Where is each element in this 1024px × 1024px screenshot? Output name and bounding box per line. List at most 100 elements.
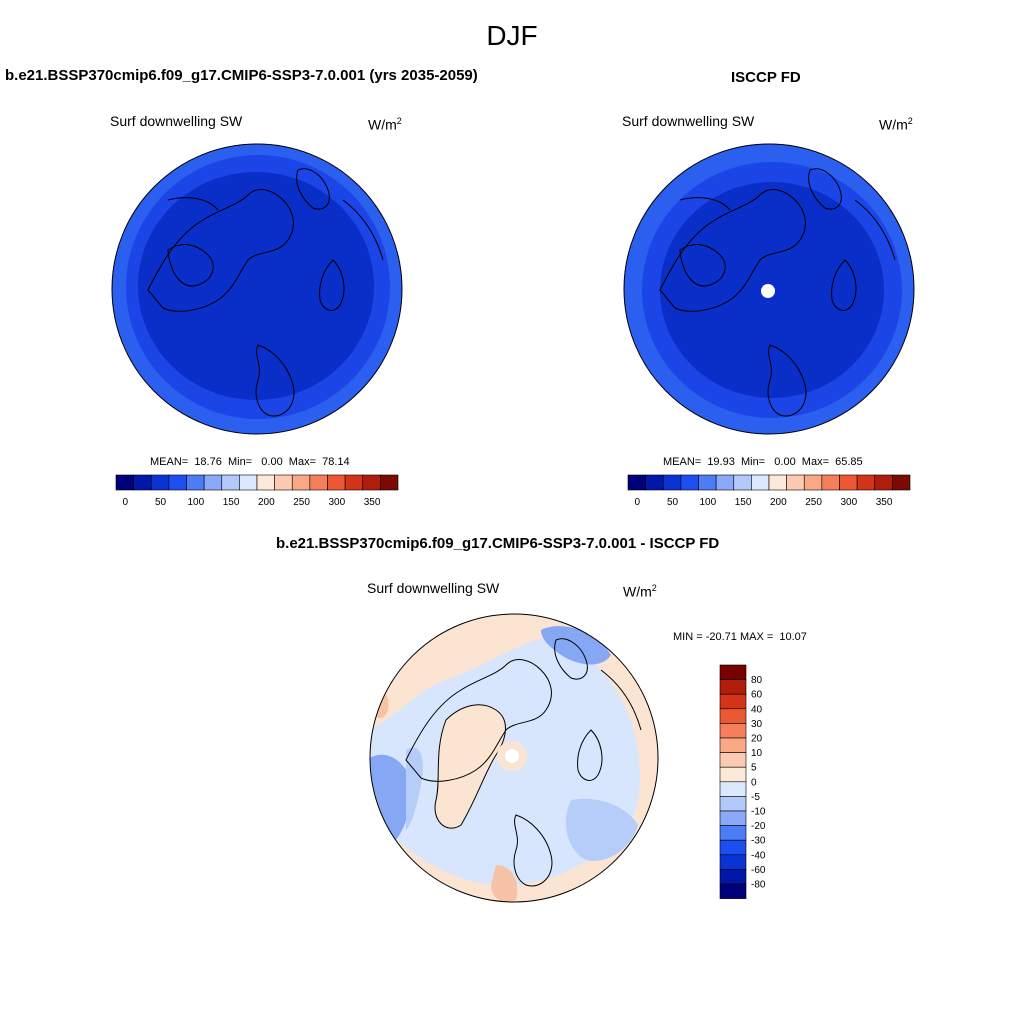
diff-colorbar-label: -40	[751, 850, 766, 861]
model-map-border	[111, 143, 403, 435]
diff-stats: MIN = -20.71 MAX = 10.07	[673, 631, 807, 643]
diff-mid-negative-east	[566, 798, 638, 861]
diff-colorbar-label: -10	[751, 807, 766, 818]
model-colorbar-label: 100	[187, 497, 204, 508]
diff-colorbar-swatch	[719, 825, 747, 841]
obs-colorbar-swatch	[698, 474, 717, 491]
obs-colorbar-label: 100	[699, 497, 716, 508]
model-colorbar-swatch	[380, 474, 399, 491]
model-polar-map	[111, 143, 403, 435]
obs-colorbar-swatch	[662, 474, 682, 491]
obs-variable-label: Surf downwelling SW	[622, 113, 755, 129]
obs-colorbar-swatch	[856, 474, 876, 491]
diff-colorbar-label: -60	[751, 865, 766, 876]
obs-colorbar-swatch	[892, 474, 911, 491]
obs-colorbar-label: 0	[635, 497, 641, 508]
diff-positive-region-greenland	[435, 704, 506, 829]
obs-map-border	[623, 143, 915, 435]
diff-colorbar-swatch	[719, 810, 747, 826]
diff-colorbar-label: 20	[751, 734, 763, 745]
model-colorbar-swatch	[239, 474, 258, 491]
model-colorbar-swatch	[221, 474, 240, 491]
obs-stats: MEAN= 19.93 Min= 0.00 Max= 65.85	[663, 456, 863, 468]
obs-colorbar-swatch	[803, 474, 823, 491]
figure-title: DJF	[486, 20, 538, 51]
model-colorbar-swatch	[274, 474, 293, 491]
obs-colorbar-swatch	[839, 474, 858, 491]
diff-colorbar-label: 0	[751, 777, 757, 788]
obs-colorbar-label: 200	[770, 497, 787, 508]
obs-colorbar-swatch	[751, 474, 770, 491]
model-colorbar-swatch	[344, 474, 364, 491]
diff-colorbar-swatch	[719, 883, 747, 899]
diff-variable-label: Surf downwelling SW	[367, 580, 500, 596]
diff-colorbar-swatch	[719, 854, 747, 870]
diff-colorbar-label: -5	[751, 792, 760, 803]
model-colorbar-swatch	[168, 474, 187, 491]
obs-colorbar-swatch	[627, 474, 646, 491]
diff-units-label: W/m2	[623, 583, 657, 600]
obs-colorbar-swatch	[733, 474, 752, 491]
diff-colorbar: 80 60 40 30 20 10 5 0 -5 -10 -20 -30 -40 -60 -80	[719, 664, 766, 899]
diff-colorbar-label: -80	[751, 880, 766, 891]
model-colorbar-swatch	[291, 474, 311, 491]
model-coastlines	[147, 168, 384, 417]
diff-colorbar-label: 30	[751, 719, 763, 730]
model-colorbar-swatch	[309, 474, 328, 491]
diff-colorbar-swatch	[719, 752, 747, 768]
obs-colorbar-swatch	[715, 474, 735, 491]
obs-coastlines	[659, 168, 896, 417]
obs-colorbar-swatch	[821, 474, 840, 491]
diff-mid-negative-west	[406, 747, 423, 830]
diff-colorbar-label: 10	[751, 748, 763, 759]
model-colorbar-swatch	[133, 474, 152, 491]
diff-colorbar-swatch	[719, 737, 747, 753]
obs-panel-title: ISCCP FD	[731, 69, 801, 86]
obs-colorbar-swatch	[768, 474, 787, 491]
model-colorbar-label: 150	[223, 497, 240, 508]
obs-colorbar-label: 300	[840, 497, 857, 508]
model-colorbar-label: 0	[123, 497, 129, 508]
model-colorbar-swatch	[186, 474, 205, 491]
diff-colorbar-swatch	[719, 839, 747, 856]
model-stats: MEAN= 18.76 Min= 0.00 Max= 78.14	[150, 456, 350, 468]
model-colorbar-swatch	[150, 474, 170, 491]
diff-colorbar-label: 5	[751, 763, 757, 774]
diff-coastlines	[405, 638, 642, 887]
model-colorbar-label: 300	[328, 497, 345, 508]
model-colorbar-label: 50	[155, 497, 167, 508]
obs-colorbar-label: 50	[667, 497, 679, 508]
diff-colorbar-label: 40	[751, 704, 763, 715]
model-colorbar-swatch	[362, 474, 381, 491]
model-inner-band	[138, 172, 374, 400]
model-colorbar-swatch	[327, 474, 346, 491]
obs-colorbar-swatch	[874, 474, 893, 491]
model-colorbar-label: 350	[364, 497, 381, 508]
model-units-label: W/m2	[368, 116, 402, 133]
model-panel-title: b.e21.BSSP370cmip6.f09_g17.CMIP6-SSP3-7.…	[5, 67, 478, 84]
model-colorbar: 0 50 100 150 200 250 300 350	[115, 474, 399, 508]
diff-colorbar-label: 80	[751, 675, 763, 686]
diff-colorbar-label: 60	[751, 690, 763, 701]
model-variable-label: Surf downwelling SW	[110, 113, 243, 129]
diff-positive-patch-south	[491, 865, 518, 902]
obs-colorbar-swatch	[645, 474, 664, 491]
diff-colorbar-swatch	[719, 869, 747, 885]
diff-missing-pole	[505, 749, 519, 763]
diff-colorbar-swatch	[719, 781, 747, 797]
obs-units-label: W/m2	[879, 116, 913, 133]
model-colorbar-label: 250	[293, 497, 310, 508]
diff-colorbar-swatch	[719, 723, 747, 739]
model-colorbar-swatch	[256, 474, 275, 491]
obs-colorbar-label: 150	[735, 497, 752, 508]
diff-colorbar-swatch	[719, 679, 747, 695]
diff-map-border	[369, 613, 659, 903]
model-colorbar-swatch	[203, 474, 223, 491]
obs-colorbar-label: 350	[876, 497, 893, 508]
obs-colorbar-swatch	[786, 474, 805, 491]
obs-missing-pole	[761, 284, 775, 298]
diff-colorbar-label: -20	[751, 821, 766, 832]
diff-colorbar-swatch	[719, 766, 747, 783]
diff-colorbar-swatch	[719, 664, 747, 680]
diff-colorbar-swatch	[719, 796, 747, 812]
